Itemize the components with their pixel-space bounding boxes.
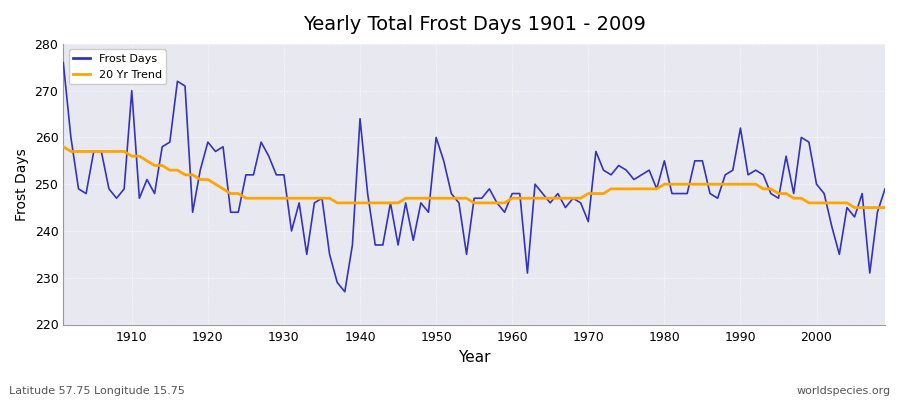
Frost Days xyxy=(58,60,68,65)
Line: 20 Yr Trend: 20 Yr Trend xyxy=(63,147,885,208)
20 Yr Trend xyxy=(507,196,517,201)
Y-axis label: Frost Days: Frost Days xyxy=(15,148,29,220)
20 Yr Trend xyxy=(500,200,510,205)
Frost Days xyxy=(119,186,130,191)
20 Yr Trend xyxy=(332,200,343,205)
20 Yr Trend xyxy=(879,205,890,210)
Line: Frost Days: Frost Days xyxy=(63,62,885,292)
Text: worldspecies.org: worldspecies.org xyxy=(796,386,891,396)
20 Yr Trend xyxy=(286,196,297,201)
20 Yr Trend xyxy=(58,144,68,149)
Text: Latitude 57.75 Longitude 15.75: Latitude 57.75 Longitude 15.75 xyxy=(9,386,184,396)
Title: Yearly Total Frost Days 1901 - 2009: Yearly Total Frost Days 1901 - 2009 xyxy=(302,15,645,34)
20 Yr Trend xyxy=(850,205,860,210)
Frost Days xyxy=(515,191,526,196)
Frost Days xyxy=(879,186,890,191)
20 Yr Trend xyxy=(119,149,130,154)
Frost Days xyxy=(507,191,517,196)
X-axis label: Year: Year xyxy=(458,350,491,365)
Frost Days xyxy=(339,289,350,294)
Legend: Frost Days, 20 Yr Trend: Frost Days, 20 Yr Trend xyxy=(68,50,166,84)
Frost Days xyxy=(332,280,343,285)
20 Yr Trend xyxy=(598,191,609,196)
Frost Days xyxy=(606,172,616,177)
Frost Days xyxy=(286,228,297,233)
